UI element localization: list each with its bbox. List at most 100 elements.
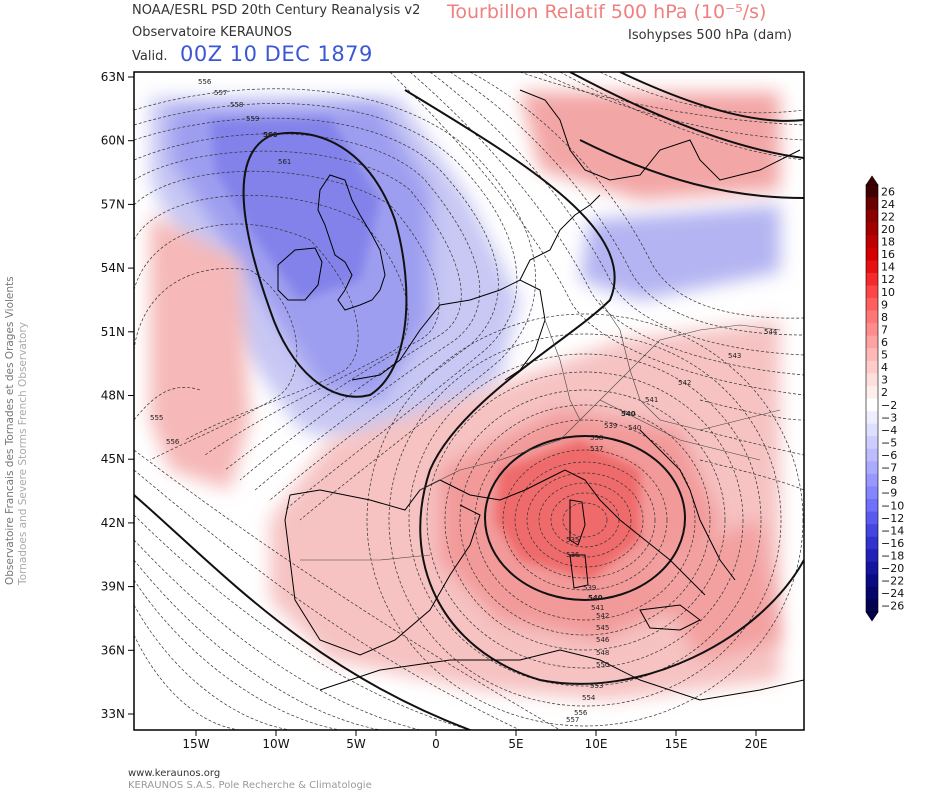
isohypse-line [134,469,521,730]
isohypse-line [550,492,620,548]
colorbar-swatch [866,285,878,299]
isohypse-line [429,72,804,356]
lon-label: 10W [262,737,289,751]
lon-label: 15E [665,737,688,751]
isohypse-line [389,72,804,396]
contour-label: 544 [764,328,778,336]
isohypse-line [134,223,359,441]
colorbar-label: −5 [881,436,897,449]
colorbar-swatch [866,323,878,337]
colorbar-swatch [866,599,878,613]
colorbar-label: 9 [881,298,888,311]
colorbar-label: 5 [881,349,888,362]
border-line [300,554,431,561]
contour-label: 556 [166,438,180,446]
isohypse-line [134,194,409,456]
colorbar-label: −6 [881,449,897,462]
colorbar-label: −7 [881,462,897,475]
colorbar-swatch [866,348,878,362]
trough-center-contour [242,131,408,398]
footer: www.keraunos.org KERAUNOS S.A.S. Pole Re… [128,768,372,792]
contour-label: 558 [230,101,243,109]
lon-label: 15W [182,737,209,751]
contour-label: 557 [566,716,579,724]
contour-label: 546 [596,636,610,644]
pos-vort-west [150,215,250,490]
iberia-south-coast [284,494,481,656]
colorbar: 26242220181614121098765432−2−3−4−5−6−7−8… [865,175,904,622]
sardinia-outline [569,554,589,589]
product-title: Tourbillon Relatif 500 hPa (10⁻⁵/s) [447,1,767,23]
colorbar-label: 12 [881,273,895,286]
cutoff-low-contour [484,435,686,601]
lat-label: 36N [101,643,125,657]
border-line [599,299,781,431]
isohypse-line [134,579,341,730]
colorbar-label: −9 [881,487,897,500]
colorbar-swatch [866,398,878,412]
contour-label: 539 [583,584,596,592]
isohypse-line [444,389,726,651]
lat-label: 48N [101,389,125,403]
ireland-outline [277,247,323,301]
colorbar-swatch [866,536,878,550]
contour-label: 541 [591,604,604,612]
isohypse-line [469,72,804,319]
contour-label: 559 [246,115,259,123]
border-line [544,319,581,421]
colorbar-swatch [866,511,878,525]
colorbar-swatch [866,222,878,236]
isohypse-line [514,461,656,579]
colorbar-swatch [866,272,878,286]
neg-vort-max [210,118,380,300]
contour-label: 557 [214,89,227,97]
colorbar-label: −2 [881,399,897,412]
pos-vort-north [520,92,780,200]
isohypse-line [388,333,782,707]
colorbar-label: 3 [881,374,888,387]
colorbar-label: −8 [881,474,897,487]
lon-label: 20E [745,737,768,751]
colorbar-label: 2 [881,386,888,399]
colorbar-swatch [866,436,878,450]
contour-label: 540 [621,410,636,418]
contour-label: 556 [574,709,588,717]
colorbar-swatch [866,423,878,437]
colorbar-label: 10 [881,286,895,299]
plot-frame [133,71,805,731]
contour-label: 536 [566,551,580,559]
colorbar-label: 16 [881,248,895,261]
colorbar-label: 8 [881,311,888,324]
isohypse-line [134,559,381,730]
colorbar-label: −22 [881,575,904,588]
colorbar-swatch [866,210,878,223]
colorbar-label: 24 [881,198,895,211]
colorbar-label: −16 [881,537,904,550]
colorbar-swatch [866,373,878,387]
contour-label: 541 [645,396,658,404]
lat-label: 39N [101,580,125,594]
colorbar-swatch [866,524,878,537]
bold-isohypses [134,72,804,730]
colorbar-label: −26 [881,600,904,613]
contour-label: 555 [150,414,163,422]
isohypse-line [502,449,668,591]
northern-contour [619,72,804,122]
colorbar-swatch [866,448,878,462]
contour-label: 539 [604,422,617,430]
isohypse-line [408,353,762,687]
colorbar-label: −14 [881,524,904,537]
isohypse-line [562,502,608,538]
contour-label: 561 [278,158,291,166]
contour-label: 535 [566,536,579,544]
isohypse-line [134,150,462,481]
colorbar-label: −18 [881,549,904,562]
colorbar-swatch [866,260,878,274]
colorbar-label: −4 [881,424,897,437]
colorbar-swatch [866,561,878,575]
lat-label: 51N [101,325,125,339]
southern-contour [134,494,471,730]
contour-labels: 560 561 556 557 558 559 555 556 540 539 … [150,78,778,724]
colorbar-swatch [866,473,878,487]
isohypse-line [134,103,518,511]
